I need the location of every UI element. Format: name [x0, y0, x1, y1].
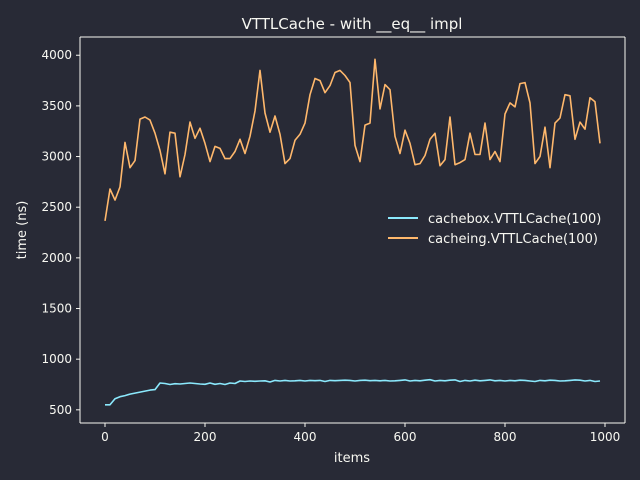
- legend: cachebox.VTTLCache(100) cacheing.VTTLCach…: [388, 212, 601, 247]
- y-tick-label: 500: [49, 403, 72, 417]
- x-tick-label: 800: [494, 430, 517, 444]
- x-axis-ticks: 0 200 400 600 800 1000: [101, 423, 620, 444]
- x-tick-label: 200: [194, 430, 217, 444]
- y-tick-label: 1500: [41, 302, 72, 316]
- chart-title: VTTLCache - with __eq__ impl: [242, 15, 463, 34]
- y-axis-label: time (ns): [15, 201, 30, 260]
- legend-label-cacheing: cacheing.VTTLCache(100): [428, 232, 598, 247]
- x-axis-label: items: [334, 451, 370, 466]
- y-tick-label: 2500: [41, 200, 72, 214]
- x-tick-label: 0: [101, 430, 109, 444]
- legend-label-cachebox: cachebox.VTTLCache(100): [428, 212, 601, 227]
- series-lines: [104, 58, 601, 406]
- y-tick-label: 3000: [41, 150, 72, 164]
- series-line-cachebox: [105, 378, 601, 406]
- y-tick-label: 2000: [41, 251, 72, 265]
- plot-frame: [79, 36, 626, 424]
- x-tick-label: 600: [394, 430, 417, 444]
- y-axis-ticks: 500 1000 1500 2000 2500 3000 3500 4000: [41, 48, 80, 417]
- x-tick-label: 1000: [590, 430, 621, 444]
- y-tick-label: 4000: [41, 48, 72, 62]
- x-tick-label: 400: [294, 430, 317, 444]
- y-tick-label: 3500: [41, 99, 72, 113]
- series-line-cacheing: [104, 58, 601, 222]
- y-tick-label: 1000: [41, 352, 72, 366]
